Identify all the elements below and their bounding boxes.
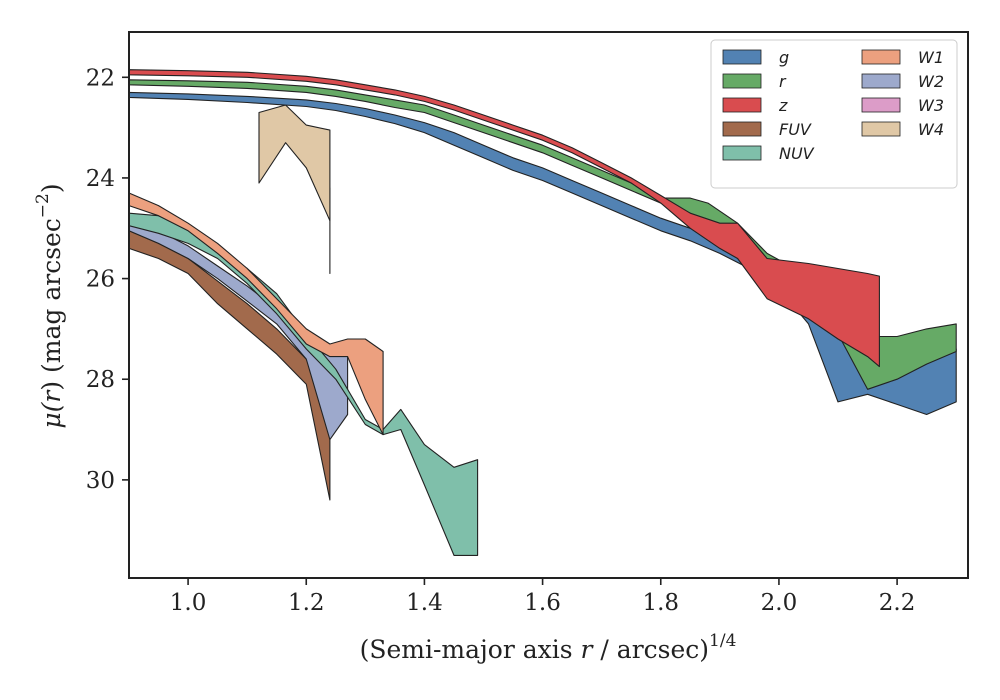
band-w4 <box>258 104 331 222</box>
band-w2 <box>128 220 349 441</box>
plot-frame <box>128 31 969 579</box>
legend-label-w4: W4 <box>918 120 944 139</box>
legend-label-r: r <box>779 72 787 91</box>
legend-swatch-nuv <box>722 145 762 161</box>
x-tick-label: 1.6 <box>524 590 561 616</box>
y-tick-label: 30 <box>86 468 115 494</box>
x-axis-label: (Semi-major axis r / arcsec)1/4 <box>360 631 737 664</box>
axes-layer: 1.0 1.2 1.4 1.6 1.8 2.0 2.2 22 24 26 28 30 <box>86 31 969 616</box>
y-tick-label: 28 <box>86 367 115 393</box>
y-tick-label: 24 <box>86 166 115 192</box>
legend-swatch-fuv <box>722 121 762 137</box>
legend-swatch-g <box>722 49 762 65</box>
x-tick-label: 2.2 <box>879 590 916 616</box>
legend-swatch-r <box>722 73 762 89</box>
legend-label-w1: W1 <box>918 48 944 67</box>
legend-label-nuv: NUV <box>779 144 815 163</box>
legend-label-z: z <box>778 96 788 115</box>
x-tick-label: 1.8 <box>642 590 679 616</box>
x-tick-label: 2.0 <box>761 590 798 616</box>
x-tick-label: 1.4 <box>406 590 443 616</box>
series-layer <box>128 69 957 556</box>
y-axis-label: μ(r) (mag arcsec−2) <box>33 183 66 428</box>
y-tick-label: 22 <box>86 65 115 91</box>
legend-swatch-w1 <box>861 49 901 65</box>
legend-label-fuv: FUV <box>779 120 812 139</box>
band-w1 <box>128 192 384 436</box>
band-fuv <box>128 230 331 501</box>
legend-swatch-w2 <box>861 73 901 89</box>
x-tick-label: 1.0 <box>170 590 207 616</box>
legend: grz FUV NUV W1 W2 W3 W4 <box>710 39 958 189</box>
legend-label-w3: W3 <box>918 96 944 115</box>
band-nuv <box>128 212 479 556</box>
legend-label-w2: W2 <box>918 72 944 91</box>
band-z <box>128 69 880 368</box>
legend-swatch-w3 <box>861 97 901 113</box>
legend-label-g: g <box>779 48 789 67</box>
legend-swatch-w4 <box>861 121 901 137</box>
y-tick-label: 26 <box>86 267 115 293</box>
legend-swatch-z <box>722 97 762 113</box>
x-tick-label: 1.2 <box>288 590 325 616</box>
